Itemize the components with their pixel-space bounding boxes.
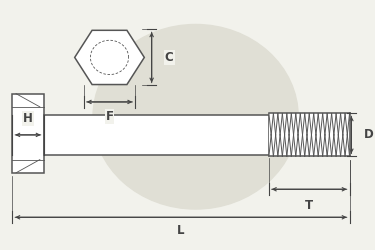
Text: D: D (364, 128, 374, 141)
Polygon shape (12, 94, 44, 173)
Text: L: L (177, 224, 185, 237)
Circle shape (93, 24, 298, 209)
Text: H: H (23, 112, 33, 125)
Polygon shape (269, 114, 350, 156)
Polygon shape (44, 115, 269, 155)
Text: T: T (305, 199, 313, 212)
Polygon shape (75, 30, 144, 84)
Text: F: F (105, 110, 114, 123)
Text: C: C (165, 51, 174, 64)
